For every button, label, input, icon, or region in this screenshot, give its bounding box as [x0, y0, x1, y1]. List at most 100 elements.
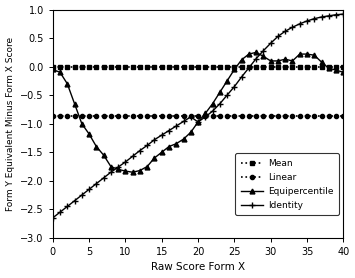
Equipercentile [152, 156, 157, 160]
Linear [181, 115, 186, 118]
Mean [305, 65, 309, 68]
Equipercentile [276, 59, 280, 63]
Mean [261, 65, 266, 68]
Linear [232, 115, 236, 118]
Mean [247, 65, 251, 68]
Mean [232, 65, 236, 68]
Mean [240, 65, 244, 68]
Equipercentile [312, 54, 316, 57]
Equipercentile [181, 137, 186, 141]
Linear [145, 115, 149, 118]
Identity [268, 42, 273, 45]
Mean [138, 65, 142, 68]
Identity [327, 14, 331, 18]
Mean [189, 65, 193, 68]
Identity [320, 15, 324, 19]
Line: Linear: Linear [51, 114, 345, 118]
Equipercentile [167, 145, 171, 148]
Equipercentile [218, 91, 222, 94]
Linear [290, 115, 295, 118]
Linear [320, 115, 324, 118]
Linear [225, 115, 229, 118]
Equipercentile [196, 120, 200, 124]
Identity [65, 205, 70, 208]
Mean [167, 65, 171, 68]
Identity [189, 115, 193, 118]
Linear [72, 115, 77, 118]
Identity [341, 13, 345, 16]
Linear [87, 115, 91, 118]
Identity [72, 199, 77, 202]
Identity [109, 171, 113, 174]
Identity [232, 85, 236, 88]
Identity [80, 193, 84, 197]
Mean [51, 65, 55, 68]
Equipercentile [109, 165, 113, 168]
Mean [109, 65, 113, 68]
Mean [123, 65, 127, 68]
Linear [189, 115, 193, 118]
Identity [261, 49, 266, 52]
Linear [268, 115, 273, 118]
Equipercentile [334, 68, 338, 72]
Linear [203, 115, 207, 118]
Linear [94, 115, 98, 118]
Identity [334, 13, 338, 16]
Mean [145, 65, 149, 68]
Equipercentile [80, 122, 84, 125]
Identity [102, 176, 106, 180]
Mean [87, 65, 91, 68]
Equipercentile [297, 53, 302, 56]
Equipercentile [247, 53, 251, 56]
Identity [94, 182, 98, 185]
Y-axis label: Form Y Equivalent Minus Form X Score: Form Y Equivalent Minus Form X Score [6, 37, 15, 211]
Equipercentile [225, 79, 229, 83]
Mean [152, 65, 157, 68]
Mean [297, 65, 302, 68]
Linear [196, 115, 200, 118]
Equipercentile [268, 59, 273, 63]
Identity [152, 138, 157, 141]
Identity [283, 29, 287, 33]
Equipercentile [232, 68, 236, 71]
Equipercentile [123, 169, 127, 173]
Equipercentile [174, 142, 178, 145]
Mean [196, 65, 200, 68]
Equipercentile [51, 68, 55, 71]
Equipercentile [138, 169, 142, 172]
Equipercentile [145, 165, 149, 168]
Identity [181, 120, 186, 123]
Identity [240, 75, 244, 79]
Mean [268, 65, 273, 68]
Linear [160, 115, 164, 118]
Identity [225, 93, 229, 97]
Identity [211, 110, 215, 113]
Identity [312, 17, 316, 20]
Equipercentile [116, 168, 120, 171]
X-axis label: Raw Score Form X: Raw Score Form X [151, 262, 245, 272]
Equipercentile [72, 102, 77, 105]
Identity [297, 22, 302, 26]
Linear [305, 115, 309, 118]
Legend: Mean, Linear, Equipercentile, Identity: Mean, Linear, Equipercentile, Identity [235, 153, 339, 215]
Linear [109, 115, 113, 118]
Identity [174, 124, 178, 128]
Linear [174, 115, 178, 118]
Line: Equipercentile: Equipercentile [50, 50, 346, 175]
Mean [102, 65, 106, 68]
Linear [116, 115, 120, 118]
Equipercentile [320, 60, 324, 64]
Linear [283, 115, 287, 118]
Equipercentile [305, 53, 309, 56]
Linear [312, 115, 316, 118]
Mean [312, 65, 316, 68]
Mean [320, 65, 324, 68]
Identity [305, 19, 309, 23]
Linear [138, 115, 142, 118]
Equipercentile [189, 131, 193, 134]
Mean [131, 65, 135, 68]
Mean [58, 65, 62, 68]
Mean [290, 65, 295, 68]
Linear [123, 115, 127, 118]
Equipercentile [65, 82, 70, 85]
